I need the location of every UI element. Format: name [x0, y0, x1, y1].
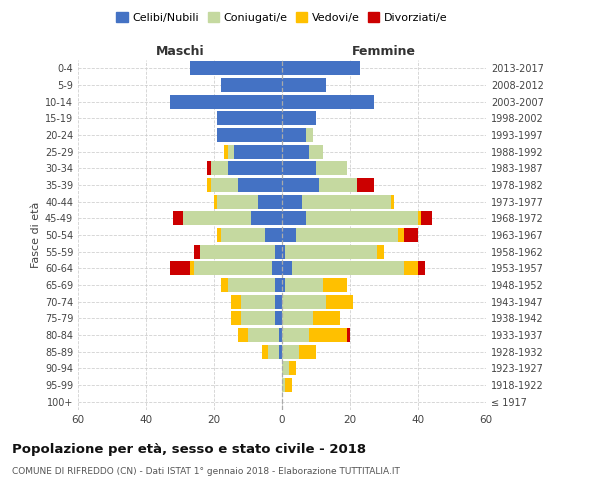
Bar	[282, 162, 316, 175]
Bar	[296, 228, 398, 242]
Bar	[347, 328, 350, 342]
Bar	[194, 244, 200, 259]
Bar	[282, 378, 286, 392]
Bar	[221, 278, 227, 292]
Bar	[173, 211, 184, 226]
Bar	[357, 178, 374, 192]
Bar	[286, 278, 323, 292]
Bar	[278, 328, 282, 342]
Bar	[248, 328, 278, 342]
Bar	[326, 294, 353, 308]
Bar	[282, 261, 292, 276]
Bar	[217, 228, 221, 242]
Bar	[258, 194, 282, 209]
Bar	[238, 328, 248, 342]
Bar	[268, 344, 278, 359]
Bar	[238, 178, 282, 192]
Y-axis label: Fasce di età: Fasce di età	[31, 202, 41, 268]
Bar	[227, 144, 235, 159]
Bar	[282, 94, 374, 109]
Bar	[286, 244, 377, 259]
Bar	[282, 344, 299, 359]
Bar	[282, 178, 319, 192]
Bar	[282, 361, 289, 376]
Bar	[241, 294, 275, 308]
Bar	[418, 261, 425, 276]
Bar	[282, 244, 286, 259]
Bar	[272, 261, 282, 276]
Bar	[190, 261, 194, 276]
Bar	[211, 178, 238, 192]
Bar	[302, 194, 391, 209]
Bar	[292, 261, 404, 276]
Bar	[200, 244, 275, 259]
Text: Femmine: Femmine	[352, 44, 416, 58]
Bar	[316, 162, 347, 175]
Bar	[421, 211, 431, 226]
Bar	[207, 162, 211, 175]
Bar	[282, 311, 313, 326]
Bar	[313, 311, 340, 326]
Bar	[227, 162, 282, 175]
Bar	[224, 144, 227, 159]
Bar	[265, 228, 282, 242]
Bar	[404, 261, 418, 276]
Bar	[184, 211, 251, 226]
Bar	[251, 211, 282, 226]
Bar	[282, 194, 302, 209]
Bar	[289, 361, 296, 376]
Bar	[319, 178, 357, 192]
Bar	[282, 278, 286, 292]
Bar	[282, 112, 316, 126]
Legend: Celibi/Nubili, Coniugati/e, Vedovi/e, Divorziati/e: Celibi/Nubili, Coniugati/e, Vedovi/e, Di…	[112, 8, 452, 28]
Bar	[282, 328, 309, 342]
Bar	[398, 228, 404, 242]
Text: Maschi: Maschi	[155, 44, 205, 58]
Bar	[231, 294, 241, 308]
Bar	[275, 294, 282, 308]
Bar	[309, 144, 323, 159]
Bar	[217, 194, 258, 209]
Bar	[217, 112, 282, 126]
Bar	[170, 94, 282, 109]
Bar	[278, 344, 282, 359]
Bar	[377, 244, 384, 259]
Bar	[299, 344, 316, 359]
Bar	[282, 211, 306, 226]
Bar	[418, 211, 421, 226]
Bar	[275, 278, 282, 292]
Bar	[282, 228, 296, 242]
Bar	[262, 344, 268, 359]
Bar	[306, 128, 313, 142]
Bar	[391, 194, 394, 209]
Bar	[282, 144, 309, 159]
Bar	[170, 261, 190, 276]
Bar	[282, 294, 326, 308]
Bar	[275, 244, 282, 259]
Bar	[286, 378, 292, 392]
Bar	[194, 261, 272, 276]
Bar	[282, 62, 360, 76]
Bar	[282, 78, 326, 92]
Text: Popolazione per età, sesso e stato civile - 2018: Popolazione per età, sesso e stato civil…	[12, 442, 366, 456]
Bar	[241, 311, 275, 326]
Bar	[306, 211, 418, 226]
Bar	[235, 144, 282, 159]
Text: COMUNE DI RIFREDDO (CN) - Dati ISTAT 1° gennaio 2018 - Elaborazione TUTTITALIA.I: COMUNE DI RIFREDDO (CN) - Dati ISTAT 1° …	[12, 468, 400, 476]
Bar	[207, 178, 211, 192]
Bar	[217, 128, 282, 142]
Bar	[404, 228, 418, 242]
Bar	[231, 311, 241, 326]
Bar	[214, 194, 217, 209]
Bar	[282, 128, 306, 142]
Bar	[227, 278, 275, 292]
Bar	[190, 62, 282, 76]
Bar	[211, 162, 227, 175]
Bar	[221, 78, 282, 92]
Bar	[275, 311, 282, 326]
Bar	[221, 228, 265, 242]
Bar	[323, 278, 347, 292]
Bar	[309, 328, 347, 342]
